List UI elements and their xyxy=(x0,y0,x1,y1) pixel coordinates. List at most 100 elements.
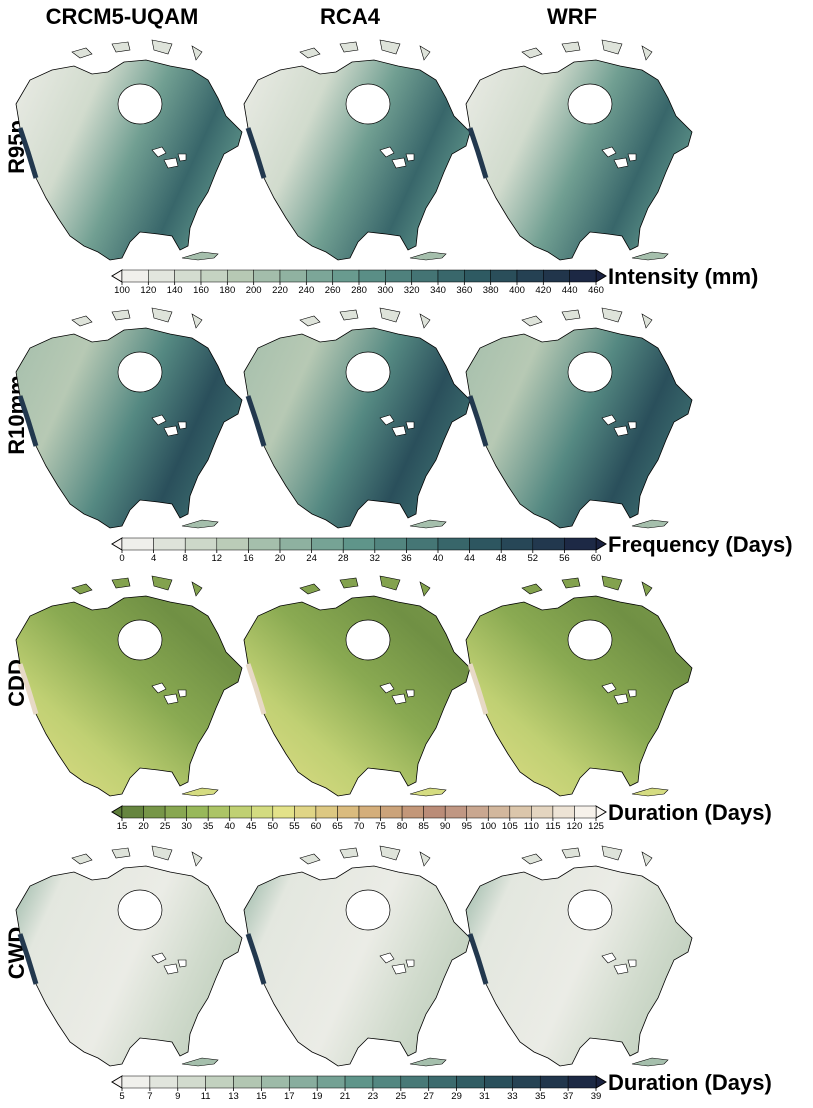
colorbar-segment xyxy=(517,270,543,282)
colorbar-tick-label: 90 xyxy=(440,821,451,832)
colorbar-tick-label: 65 xyxy=(332,821,343,832)
colorbar-tick-label: 35 xyxy=(535,1091,546,1102)
colorbar-segment xyxy=(317,1076,345,1088)
colorbar-end-high xyxy=(596,806,606,818)
hudson-bay xyxy=(346,890,390,930)
colorbar-segment xyxy=(464,270,490,282)
colorbar-tick-label: 50 xyxy=(268,821,279,832)
colorbar-segment xyxy=(574,806,596,818)
map-panel xyxy=(16,308,242,528)
colorbar-segment xyxy=(359,806,381,818)
colorbar-tick-label: 140 xyxy=(167,285,183,296)
colorbar-tick-label: 240 xyxy=(298,285,314,296)
colorbar-tick-label: 56 xyxy=(559,553,570,564)
colorbar-tick-label: 20 xyxy=(138,821,149,832)
colorbar-segment xyxy=(438,270,464,282)
cuba xyxy=(410,1058,446,1066)
hudson-bay xyxy=(346,84,390,124)
colorbar-tick-label: 260 xyxy=(325,285,341,296)
colorbar-segment xyxy=(510,806,532,818)
colorbar-tick-label: 30 xyxy=(181,821,192,832)
colorbar-segment xyxy=(457,1076,485,1088)
colorbar-segment xyxy=(333,270,359,282)
arctic-islands xyxy=(72,846,202,866)
cuba xyxy=(182,788,218,796)
colorbar-tick-label: 320 xyxy=(404,285,420,296)
colorbar-segment xyxy=(359,270,385,282)
colorbar-tick-label: 95 xyxy=(461,821,472,832)
cuba xyxy=(632,520,668,528)
colorbar-tick-label: 85 xyxy=(418,821,429,832)
colorbar-segment xyxy=(122,538,154,550)
hudson-bay xyxy=(346,620,390,660)
colorbar-tick-label: 36 xyxy=(401,553,412,564)
hudson-bay xyxy=(118,352,162,392)
arctic-islands xyxy=(300,40,430,60)
colorbar-segment xyxy=(175,270,201,282)
colorbar-tick-label: 8 xyxy=(183,553,188,564)
arctic-islands xyxy=(72,40,202,60)
colorbar-tick-label: 4 xyxy=(151,553,156,564)
colorbar-tick-label: 17 xyxy=(284,1091,295,1102)
colorbar-tick-label: 15 xyxy=(256,1091,267,1102)
colorbar-segment xyxy=(501,538,533,550)
colorbar-end-low xyxy=(112,538,122,550)
colorbar-segment xyxy=(217,538,249,550)
colorbar-segment xyxy=(273,806,295,818)
colorbar-tick-label: 33 xyxy=(507,1091,518,1102)
colorbar-segment xyxy=(401,1076,429,1088)
colorbar-tick-label: 21 xyxy=(340,1091,351,1102)
colorbar-tick-label: 44 xyxy=(464,553,475,564)
map-panel xyxy=(244,308,470,528)
column-title: RCA4 xyxy=(320,4,381,29)
colorbar-tick-label: 340 xyxy=(430,285,446,296)
colorbar-tick-label: 23 xyxy=(368,1091,379,1102)
colorbar-end-low xyxy=(112,270,122,282)
colorbar-tick-label: 120 xyxy=(567,821,583,832)
colorbar-tick-label: 29 xyxy=(451,1091,462,1102)
colorbar-tick-label: 280 xyxy=(351,285,367,296)
colorbar-segment xyxy=(234,1076,262,1088)
colorbar-tick-label: 220 xyxy=(272,285,288,296)
colorbar-title: Duration (Days) xyxy=(608,1070,772,1095)
colorbar-segment xyxy=(343,538,375,550)
cuba xyxy=(182,520,218,528)
colorbar-title: Intensity (mm) xyxy=(608,264,758,289)
colorbar-tick-label: 100 xyxy=(114,285,130,296)
colorbar-tick-label: 80 xyxy=(397,821,408,832)
colorbar-tick-label: 52 xyxy=(528,553,539,564)
colorbar-segment xyxy=(185,538,217,550)
colorbar-segment xyxy=(187,806,209,818)
map-panel xyxy=(244,846,470,1066)
colorbar-segment xyxy=(402,806,424,818)
cuba xyxy=(410,788,446,796)
hudson-bay xyxy=(118,620,162,660)
colorbar-tick-label: 0 xyxy=(119,553,124,564)
arctic-islands xyxy=(522,846,652,866)
colorbar-tick-label: 380 xyxy=(483,285,499,296)
colorbar-tick-label: 70 xyxy=(354,821,365,832)
colorbar-tick-label: 40 xyxy=(224,821,235,832)
colorbar-segment xyxy=(208,806,230,818)
colorbar-tick-label: 125 xyxy=(588,821,604,832)
colorbar-segment xyxy=(438,538,470,550)
colorbar-segment xyxy=(543,270,569,282)
column-title: CRCM5-UQAM xyxy=(46,4,199,29)
colorbar-end-low xyxy=(112,1076,122,1088)
colorbar-segment xyxy=(251,806,273,818)
colorbar-tick-label: 25 xyxy=(160,821,171,832)
colorbar-tick-label: 12 xyxy=(212,553,223,564)
hudson-bay xyxy=(346,352,390,392)
colorbar-tick-label: 75 xyxy=(375,821,386,832)
colorbar-segment xyxy=(429,1076,457,1088)
colorbar-segment xyxy=(564,538,596,550)
arctic-islands xyxy=(300,576,430,596)
colorbar-tick-label: 11 xyxy=(201,1091,211,1102)
colorbar-tick-label: 200 xyxy=(246,285,262,296)
colorbar-segment xyxy=(337,806,359,818)
colorbar-segment xyxy=(553,806,575,818)
map-panel xyxy=(466,846,692,1066)
colorbar-segment xyxy=(568,1076,596,1088)
map-panel xyxy=(16,576,242,796)
hudson-bay xyxy=(568,84,612,124)
